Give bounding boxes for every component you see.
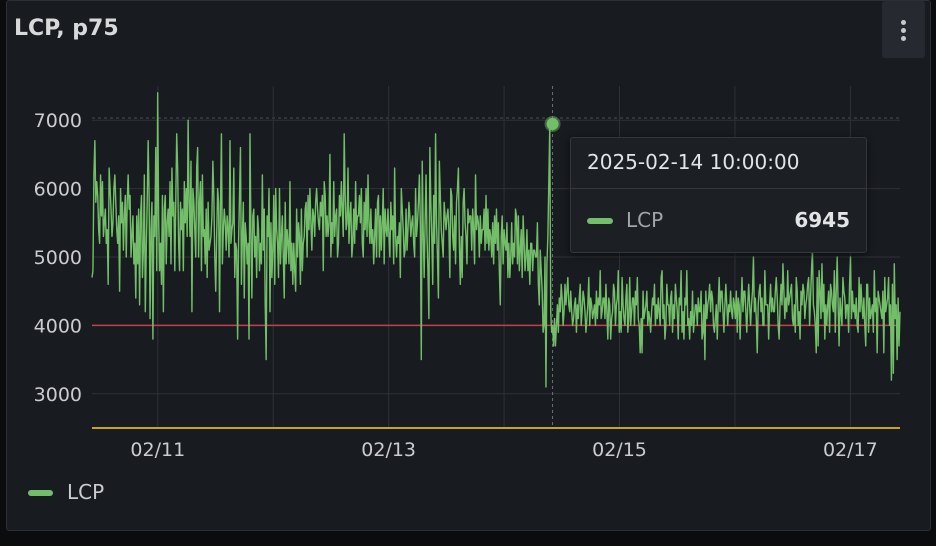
kebab-dot-icon [901,36,906,41]
x-tick-label: 02/13 [361,439,416,461]
y-tick-label: 3000 [34,384,82,406]
tooltip-series-value: 6945 [794,208,850,232]
tooltip-time: 2025-02-14 10:00:00 [587,150,800,174]
kebab-dot-icon [901,20,906,25]
tooltip-divider [571,188,866,189]
legend-swatch [28,490,53,496]
panel-menu-button[interactable] [882,1,925,58]
y-tick-label: 4000 [34,315,82,337]
x-tick-label: 02/11 [130,439,185,461]
x-tick-label: 02/15 [592,439,647,461]
kebab-dot-icon [901,28,906,33]
tooltip-series-swatch [587,218,613,224]
series-line-lcp[interactable] [91,92,901,388]
y-tick-label: 6000 [34,179,82,201]
y-tick-label: 7000 [34,110,82,132]
tooltip-series-name: LCP [626,208,664,232]
tooltip: 2025-02-14 10:00:00 LCP 6945 [570,137,867,253]
hover-point[interactable] [544,115,561,132]
legend-label[interactable]: LCP [67,480,105,504]
y-tick-label: 5000 [34,247,82,269]
x-axis: 02/11 02/13 02/15 02/17 [130,439,877,461]
y-axis: 3000 4000 5000 6000 7000 [34,110,82,406]
x-tick-label: 02/17 [823,439,878,461]
panel-title: LCP, p75 [14,16,119,41]
